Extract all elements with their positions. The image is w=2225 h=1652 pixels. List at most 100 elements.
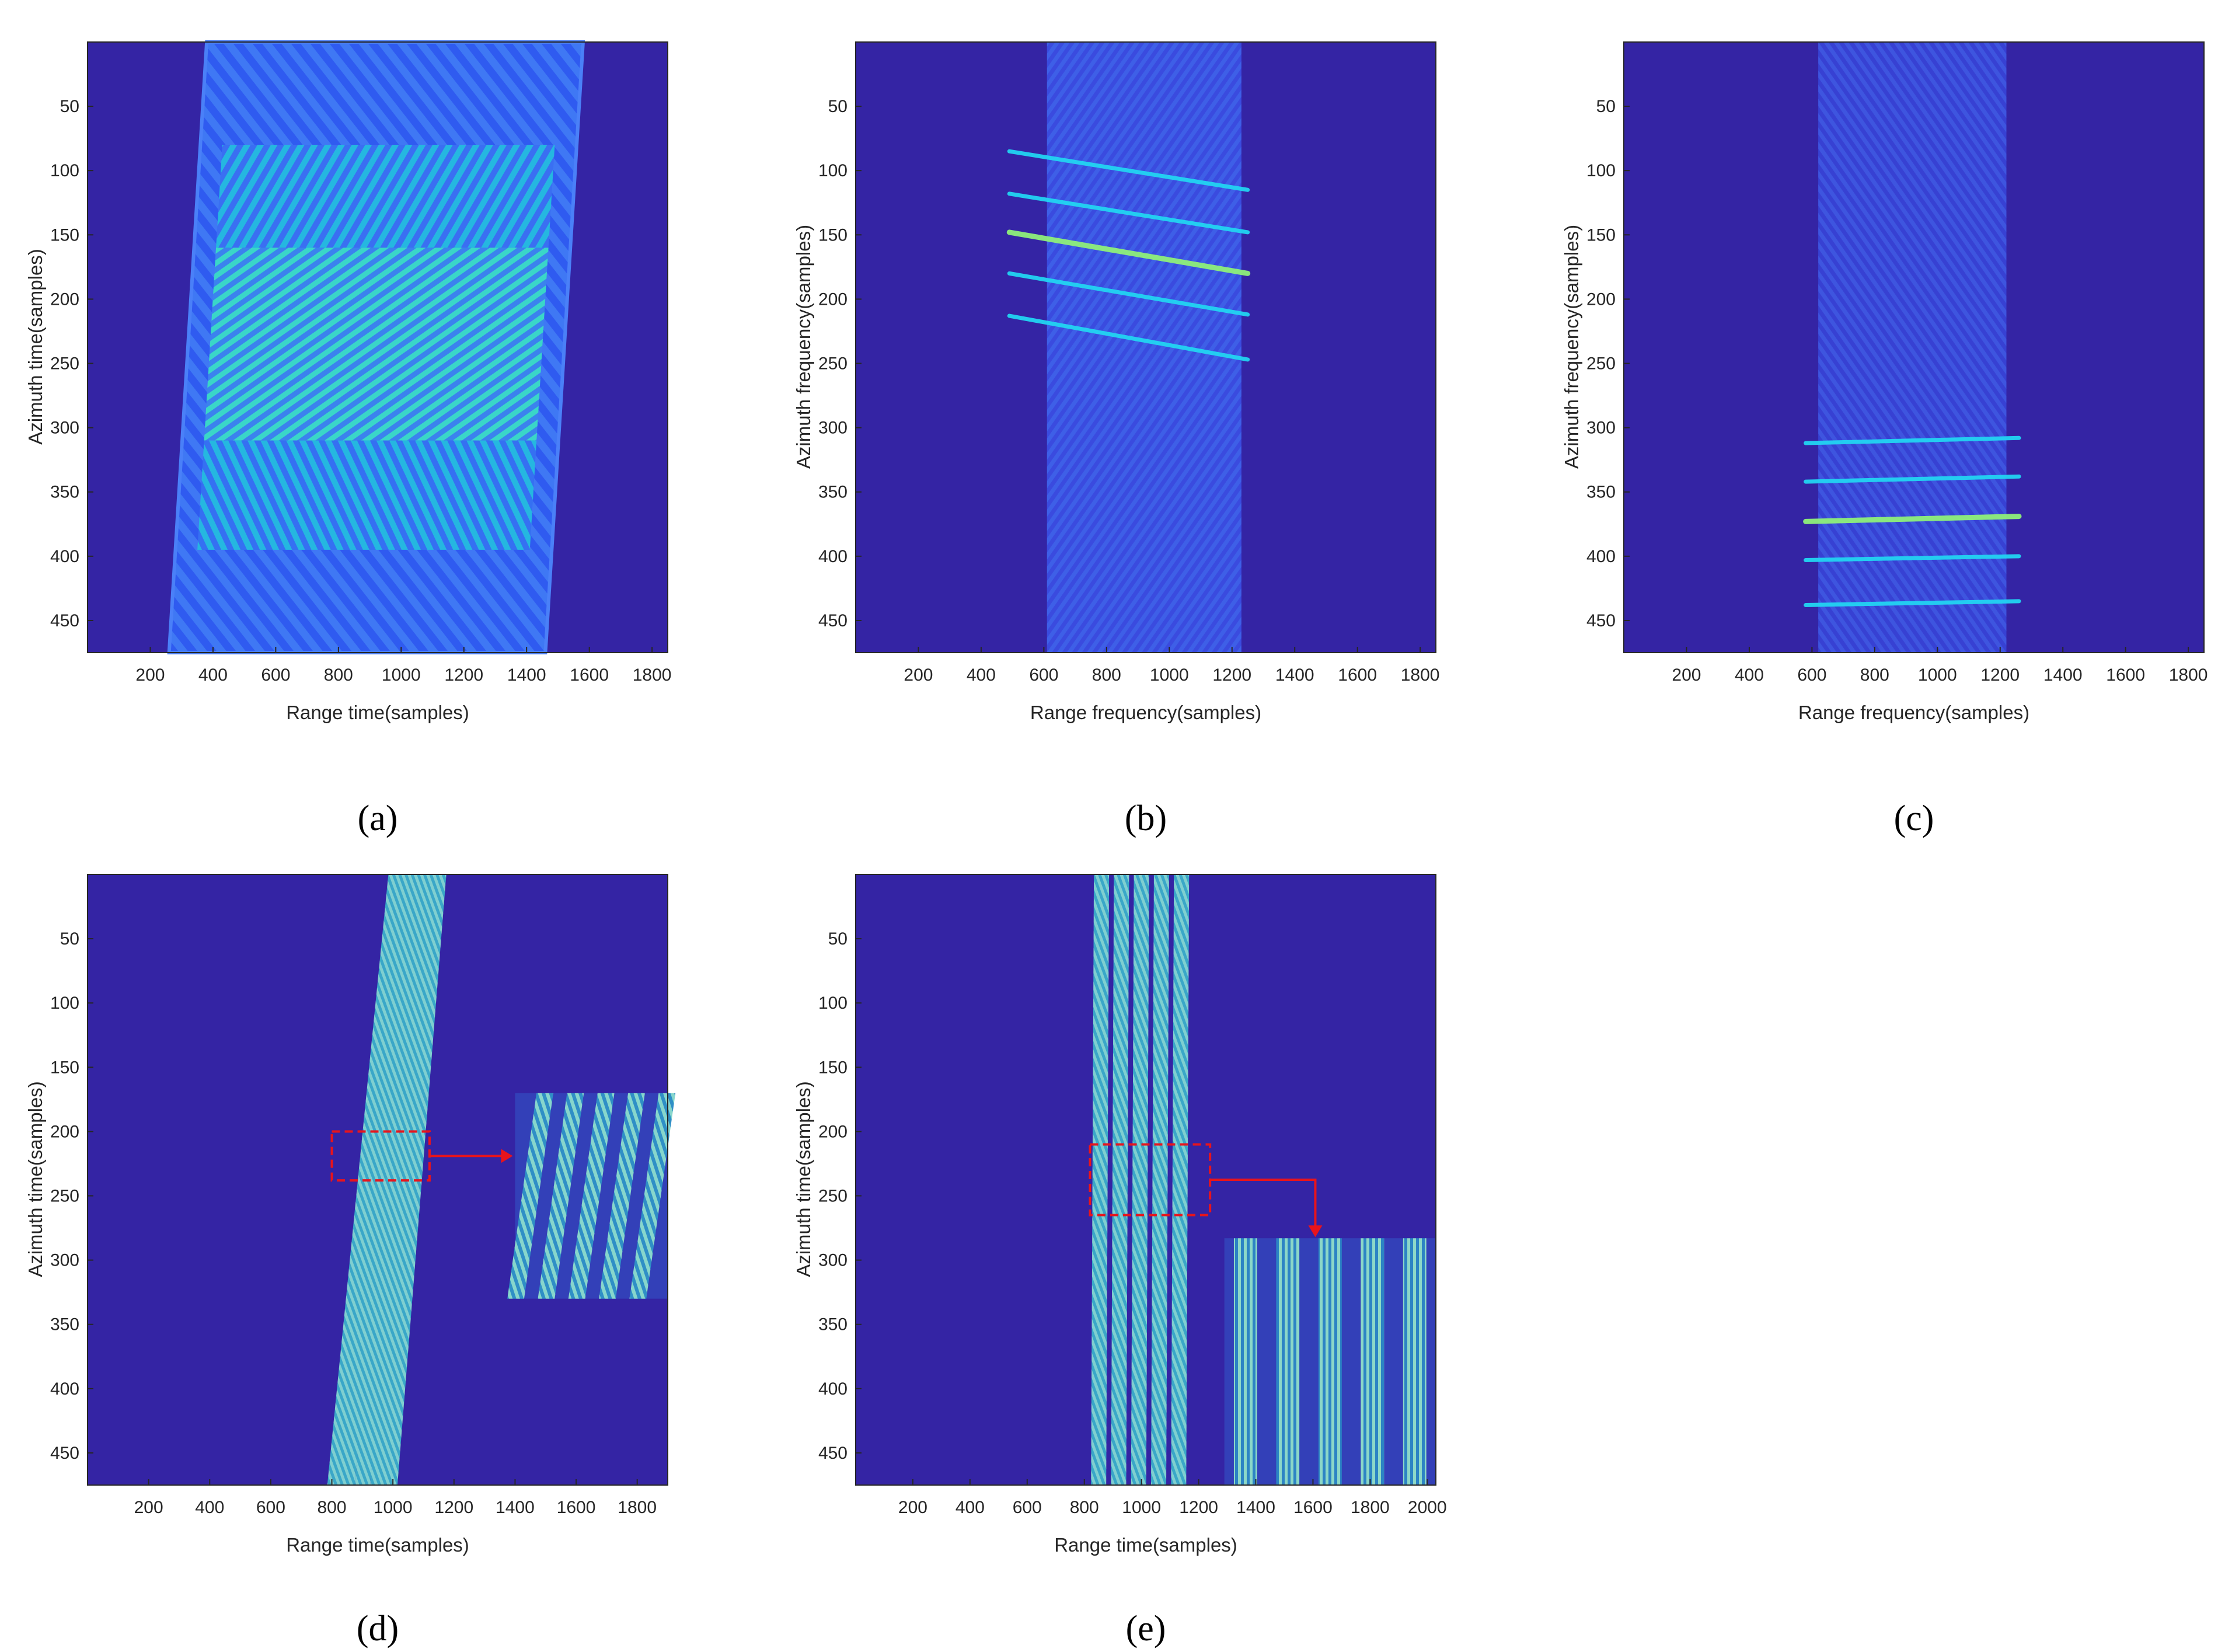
b-ytick-label: 200: [818, 290, 848, 309]
d-xtick-label: 1800: [618, 1498, 657, 1517]
d-inset-track-1: [507, 1093, 553, 1299]
c-line-5: [1804, 599, 2021, 608]
e-inset: [1224, 1238, 1436, 1485]
e-inset-track-3: [1318, 1238, 1342, 1485]
d-inset: [507, 1093, 676, 1299]
e-plot-frame: [855, 874, 1436, 1486]
a-xtick-label: 1600: [570, 665, 609, 685]
c-xtick-label: 1200: [1980, 665, 2020, 685]
c-xtick-label: 1800: [2169, 665, 2208, 685]
c-xtick-label: 1600: [2106, 665, 2145, 685]
d-ytick-label: 450: [50, 1444, 79, 1463]
a-band-2: [204, 248, 549, 441]
panel-e-plot: [855, 874, 1436, 1486]
a-ytick-label: 300: [50, 419, 79, 438]
panel-e-caption: (e): [1126, 1609, 1166, 1648]
c-line-4: [1804, 554, 2021, 562]
a-xtick-label: 1400: [507, 665, 546, 685]
b-band: [1047, 42, 1241, 653]
e-xtick-label: 600: [1013, 1498, 1042, 1517]
e-xtick-label: 1200: [1179, 1498, 1218, 1517]
panel-b-ticks: 200 400 600 800 1000 1200 1400 1600 1800 50 100 150…: [818, 97, 1440, 685]
b-xtick-label: 1600: [1338, 665, 1377, 685]
c-xtick-label: 600: [1797, 665, 1826, 685]
a-ytick-label: 50: [60, 97, 79, 116]
b-ytick-label: 50: [828, 97, 848, 116]
panel-b-ylabel: Azimuth frequency(samples): [793, 225, 814, 469]
e-xtick-label: 1400: [1236, 1498, 1275, 1517]
e-ytick-label: 50: [828, 929, 848, 949]
d-zoom-arrow: [429, 1149, 513, 1163]
d-ytick-label: 200: [50, 1122, 79, 1141]
e-track-2: [1111, 874, 1129, 1485]
panel-b-xlabel: Range frequency(samples): [1030, 702, 1261, 723]
c-ytick-label: 350: [1586, 483, 1616, 502]
e-xtick-label: 800: [1070, 1498, 1099, 1517]
b-line-4: [1007, 271, 1250, 317]
c-ytick-label: 200: [1586, 290, 1616, 309]
panel-a-ylabel: Azimuth time(samples): [25, 249, 46, 445]
d-xtick-label: 1200: [434, 1498, 473, 1517]
c-xtick-label: 1000: [1918, 665, 1957, 685]
d-xtick-label: 1000: [374, 1498, 413, 1517]
panel-e-xlabel: Range time(samples): [1054, 1534, 1237, 1556]
a-ytick-label: 400: [50, 547, 79, 566]
e-track-5: [1171, 874, 1190, 1485]
panel-c-xlabel: Range frequency(samples): [1798, 702, 2029, 723]
panel-c-ylabel: Azimuth frequency(samples): [1561, 225, 1582, 469]
b-ytick-label: 150: [818, 225, 848, 245]
d-xtick-label: 600: [256, 1498, 285, 1517]
panel-b-caption: (b): [1125, 799, 1167, 838]
b-ytick-label: 300: [818, 419, 848, 438]
e-inset-track-2: [1276, 1238, 1300, 1485]
e-zoom-arrow: [1210, 1179, 1323, 1238]
panel-d-ticks: 200 400 600 800 1000 1200 1400 1600 1800 50 100 150…: [50, 929, 657, 1517]
c-xtick-label: 400: [1735, 665, 1764, 685]
d-ytick-label: 250: [50, 1187, 79, 1206]
b-xtick-label: 800: [1092, 665, 1121, 685]
b-ytick-label: 350: [818, 483, 848, 502]
a-ytick-label: 200: [50, 290, 79, 309]
a-ytick-label: 450: [50, 611, 79, 630]
a-xtick-label: 200: [135, 665, 165, 685]
c-plot-frame: [1623, 41, 2205, 653]
panel-a: 200 400 600 800 1000 1200 1400 1600 1800 50 100 150…: [25, 40, 672, 838]
a-ytick-label: 250: [50, 354, 79, 374]
panel-e: 200 400 600 800 1000 1200 1400 1600 1800 2000 50 10…: [793, 874, 1447, 1648]
d-xtick-label: 400: [195, 1498, 224, 1517]
e-ytick-label: 200: [818, 1122, 848, 1141]
panel-b: 200 400 600 800 1000 1200 1400 1600 1800 50 100 150…: [793, 41, 1440, 838]
b-xtick-label: 200: [904, 665, 933, 685]
d-inset-track-5: [629, 1093, 676, 1299]
b-ytick-label: 100: [818, 161, 848, 180]
panel-a-plot: [87, 40, 668, 654]
b-plot-frame: [855, 41, 1436, 653]
c-xtick-label: 1400: [2043, 665, 2083, 685]
e-inset-track-1: [1233, 1238, 1257, 1485]
a-ytick-label: 150: [50, 225, 79, 245]
e-xtick-label: 1000: [1122, 1498, 1161, 1517]
c-ytick-label: 100: [1586, 161, 1616, 180]
b-xtick-label: 1000: [1150, 665, 1189, 685]
c-line-1: [1804, 435, 2021, 445]
d-inset-track-4: [599, 1093, 645, 1299]
b-xtick-label: 400: [967, 665, 996, 685]
a-xtick-label: 800: [324, 665, 353, 685]
d-ytick-label: 400: [50, 1379, 79, 1399]
b-xtick-label: 1200: [1212, 665, 1251, 685]
panel-c: 200 400 600 800 1000 1200 1400 1600 1800 50 100 150…: [1561, 41, 2208, 838]
panel-b-plot: [855, 41, 1436, 653]
e-xtick-label: 400: [955, 1498, 985, 1517]
e-ytick-label: 150: [818, 1058, 848, 1077]
d-ytick-label: 150: [50, 1058, 79, 1077]
b-xtick-label: 1800: [1401, 665, 1440, 685]
e-zoom-box: [1089, 1143, 1212, 1217]
a-xtick-label: 1800: [633, 665, 672, 685]
c-ytick-label: 300: [1586, 419, 1616, 438]
b-line-2: [1007, 191, 1250, 235]
panel-e-ticks: 200 400 600 800 1000 1200 1400 1600 1800 2000 50 10…: [818, 929, 1447, 1517]
c-ytick-label: 400: [1586, 547, 1616, 566]
e-ytick-label: 400: [818, 1379, 848, 1399]
a-band-3: [197, 440, 537, 550]
panel-c-plot: [1623, 41, 2205, 653]
